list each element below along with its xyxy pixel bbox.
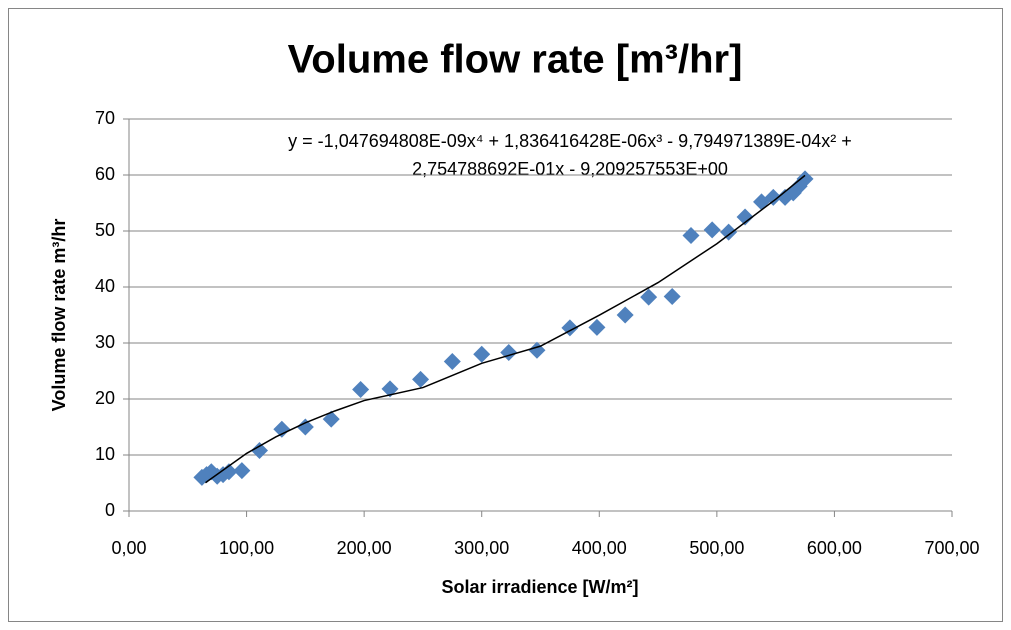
point — [720, 223, 738, 241]
point — [682, 226, 700, 244]
y-tick-label: 30 — [95, 332, 115, 352]
point — [640, 288, 658, 306]
x-tick-label: 600,00 — [807, 538, 862, 558]
trendline-equation: 2,754788692E-01x - 9,209257553E+00 — [412, 159, 728, 179]
y-tick-label: 60 — [95, 164, 115, 184]
x-tick-label: 300,00 — [454, 538, 509, 558]
y-tick-label: 70 — [95, 108, 115, 128]
point — [764, 188, 782, 206]
x-tick-label: 200,00 — [337, 538, 392, 558]
point — [233, 462, 251, 480]
chart-title: Volume flow rate [m³/hr] — [288, 38, 743, 82]
y-tick-label: 0 — [105, 500, 115, 520]
point — [796, 170, 814, 188]
y-axis-label: Volume flow rate m³/hr — [49, 219, 69, 412]
x-tick-label: 100,00 — [219, 538, 274, 558]
point — [412, 370, 430, 388]
point — [443, 352, 461, 370]
x-tick-label: 700,00 — [924, 538, 979, 558]
x-tick-label: 0,00 — [111, 538, 146, 558]
y-tick-label: 10 — [95, 444, 115, 464]
x-tick-label: 500,00 — [689, 538, 744, 558]
point — [273, 420, 291, 438]
point — [251, 442, 269, 460]
chart-border — [8, 8, 1003, 622]
point — [616, 306, 634, 324]
point — [352, 380, 370, 398]
y-tick-label: 20 — [95, 388, 115, 408]
point — [220, 463, 238, 481]
point — [703, 221, 721, 239]
trendline-equation: y = -1,047694808E-09x⁴ + 1,836416428E-06… — [288, 131, 852, 151]
point — [473, 345, 491, 363]
point — [588, 318, 606, 336]
point — [663, 288, 681, 306]
y-tick-label: 50 — [95, 220, 115, 240]
x-tick-label: 400,00 — [572, 538, 627, 558]
y-tick-label: 40 — [95, 276, 115, 296]
point — [296, 418, 314, 436]
x-axis-label: Solar irradience [W/m²] — [441, 577, 638, 597]
trendline — [204, 174, 806, 484]
point — [736, 208, 754, 226]
